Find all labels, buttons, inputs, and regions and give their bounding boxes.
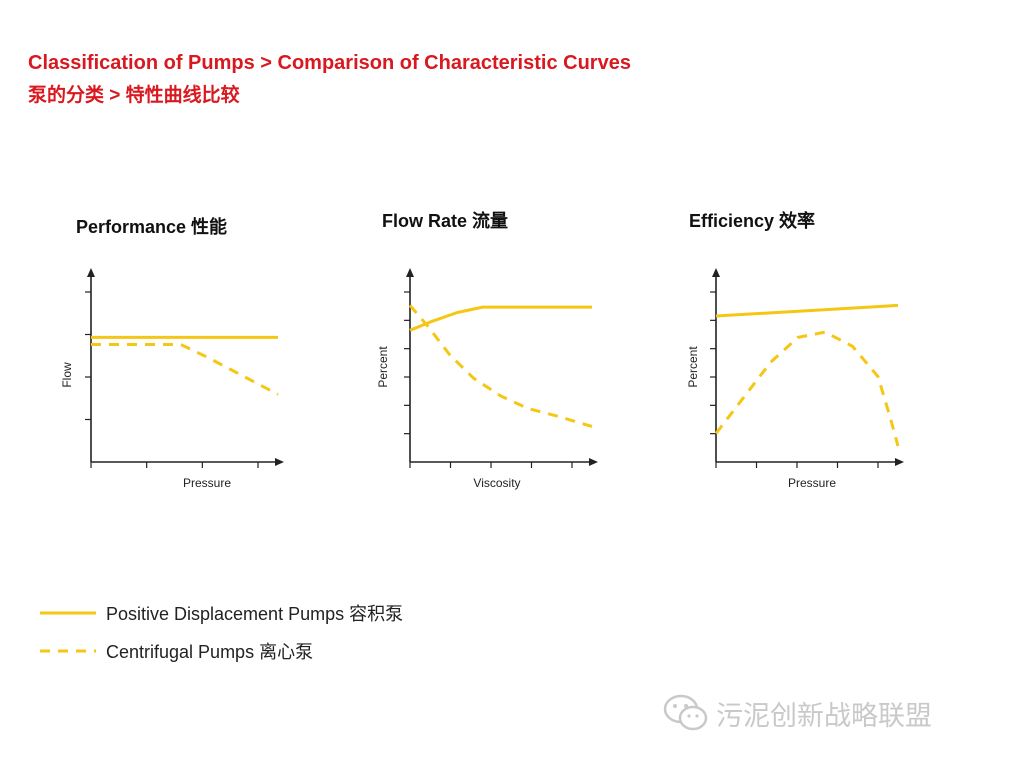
chart-1-x-arrow-icon xyxy=(275,458,284,466)
legend-item-solid: Positive Displacement Pumps 容积泵 xyxy=(40,600,403,626)
legend-solid-line-icon xyxy=(40,611,96,615)
watermark-text: 污泥创新战略联盟 xyxy=(716,700,932,731)
chart-1-title: Performance 性能 xyxy=(76,217,228,237)
legend-solid-label: Positive Displacement Pumps 容积泵 xyxy=(106,604,404,624)
legend-dashed-label: Centrifugal Pumps 离心泵 xyxy=(106,642,314,662)
chart-3-title: Efficiency 效率 xyxy=(689,211,816,231)
page-subtitle-cn: 泵的分类 > 特性曲线比较 xyxy=(28,85,240,106)
chart-1-series-centrifugal xyxy=(91,343,279,396)
chart-3-series-centrifugal xyxy=(714,330,900,447)
chart-1-y-arrow-icon xyxy=(87,268,95,277)
wechat-icon xyxy=(663,694,708,731)
chart-1-xlabel: Pressure xyxy=(183,476,231,490)
chart-2-title: Flow Rate 流量 xyxy=(382,211,509,231)
chart-2-x-arrow-icon xyxy=(589,458,598,466)
chart-3-x-arrow-icon xyxy=(895,458,904,466)
chart-1-ylabel: Flow xyxy=(60,362,74,388)
chart-3-xlabel: Pressure xyxy=(788,476,836,490)
chart-2-xlabel: Viscosity xyxy=(473,476,520,490)
chart-2-y-arrow-icon xyxy=(406,268,414,277)
chart-2-series-positive-displacement xyxy=(409,305,592,332)
chart-3-ylabel: Percent xyxy=(686,346,700,388)
chart-2-ylabel: Percent xyxy=(376,346,390,388)
legend-item-dashed: Centrifugal Pumps 离心泵 xyxy=(40,638,313,664)
chart-2-series-centrifugal xyxy=(408,304,593,428)
page-title: Classification of Pumps > Comparison of … xyxy=(28,52,631,74)
watermark: 污泥创新战略联盟 xyxy=(662,692,932,734)
chart-3-series-positive-displacement xyxy=(715,303,899,318)
legend-dashed-line-icon xyxy=(40,649,96,653)
chart-3-y-arrow-icon xyxy=(712,268,720,277)
